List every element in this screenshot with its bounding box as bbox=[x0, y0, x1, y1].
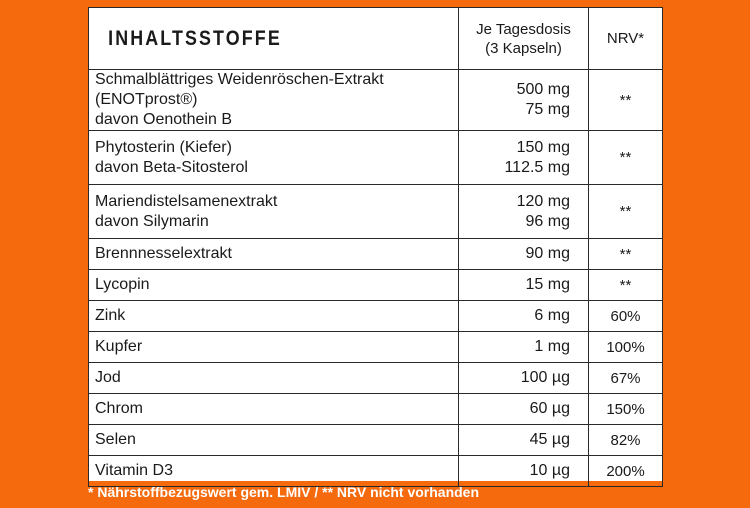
table-row: Zink 6 mg 60% bbox=[88, 300, 663, 332]
ingredient-dose: 150 mg bbox=[516, 138, 570, 156]
table-row: Phytosterin (Kiefer) davon Beta-Sitoster… bbox=[88, 130, 663, 185]
ingredient-name: Zink bbox=[88, 300, 459, 332]
ingredient-dose: 90 mg bbox=[458, 238, 589, 270]
nrv-cell: ** bbox=[588, 238, 663, 270]
ingredient-name-cell: Schmalblättriges Weidenröschen-Extrakt (… bbox=[88, 69, 459, 131]
nrv-cell: ** bbox=[588, 130, 663, 185]
ingredient-name: Chrom bbox=[88, 393, 459, 425]
ingredient-name: Phytosterin (Kiefer) bbox=[95, 138, 232, 156]
dose-header-line2: (3 Kapseln) bbox=[485, 39, 562, 57]
ingredient-dose: 15 mg bbox=[458, 269, 589, 301]
table-row: Selen 45 µg 82% bbox=[88, 424, 663, 456]
table-row: Chrom 60 µg 150% bbox=[88, 393, 663, 425]
ingredient-dose: 100 µg bbox=[458, 362, 589, 394]
table-row: Kupfer 1 mg 100% bbox=[88, 331, 663, 363]
dose-cell: 120 mg 96 mg bbox=[458, 184, 589, 239]
nrv-cell: 60% bbox=[588, 300, 663, 332]
nrv-cell: 67% bbox=[588, 362, 663, 394]
ingredient-dose: 6 mg bbox=[458, 300, 589, 332]
table-header-row: INHALTSSTOFFE Je Tagesdosis (3 Kapseln) … bbox=[88, 7, 663, 70]
nrv-cell: 150% bbox=[588, 393, 663, 425]
ingredient-name: Jod bbox=[88, 362, 459, 394]
ingredient-sub-dose: 75 mg bbox=[525, 101, 570, 118]
table-row: Brennnesselextrakt 90 mg ** bbox=[88, 238, 663, 270]
ingredients-table: INHALTSSTOFFE Je Tagesdosis (3 Kapseln) … bbox=[88, 7, 663, 487]
nrv-cell: ** bbox=[588, 69, 663, 131]
table-title: INHALTSSTOFFE bbox=[88, 7, 404, 70]
nrv-cell: ** bbox=[588, 269, 663, 301]
ingredient-sub-name: davon Beta-Sitosterol bbox=[95, 158, 248, 176]
ingredient-name-cell: Mariendistelsamenextrakt davon Silymarin bbox=[88, 184, 459, 239]
nrv-column-header: NRV* bbox=[588, 7, 663, 70]
ingredient-name: Selen bbox=[88, 424, 459, 456]
ingredient-dose: 500 mg bbox=[516, 81, 570, 98]
ingredient-dose: 10 µg bbox=[458, 455, 589, 487]
footnote: * Nährstoffbezugswert gem. LMIV / ** NRV… bbox=[88, 484, 480, 500]
ingredient-dose: 120 mg bbox=[516, 192, 570, 210]
dose-column-header: Je Tagesdosis (3 Kapseln) bbox=[458, 7, 589, 70]
dose-cell: 150 mg 112.5 mg bbox=[458, 130, 589, 185]
nrv-cell: 82% bbox=[588, 424, 663, 456]
nrv-cell: ** bbox=[588, 184, 663, 239]
table-row: Vitamin D3 10 µg 200% bbox=[88, 455, 663, 487]
ingredient-sub-dose: 96 mg bbox=[525, 212, 570, 230]
table-row: Mariendistelsamenextrakt davon Silymarin… bbox=[88, 184, 663, 239]
dose-header-line1: Je Tagesdosis bbox=[476, 20, 571, 38]
ingredient-name: Schmalblättriges Weidenröschen-Extrakt (… bbox=[95, 71, 384, 108]
table-row: Schmalblättriges Weidenröschen-Extrakt (… bbox=[88, 69, 663, 131]
ingredient-name: Lycopin bbox=[88, 269, 459, 301]
ingredient-sub-dose: 112.5 mg bbox=[504, 158, 570, 176]
ingredient-name: Vitamin D3 bbox=[88, 455, 459, 487]
nrv-cell: 200% bbox=[588, 455, 663, 487]
dose-cell: 500 mg 75 mg bbox=[458, 69, 589, 131]
ingredient-sub-name: davon Oenothein B bbox=[95, 111, 232, 128]
ingredient-dose: 1 mg bbox=[458, 331, 589, 363]
ingredient-name: Brennnesselextrakt bbox=[88, 238, 459, 270]
ingredient-name: Mariendistelsamenextrakt bbox=[95, 192, 278, 210]
table-row: Jod 100 µg 67% bbox=[88, 362, 663, 394]
ingredient-name-cell: Phytosterin (Kiefer) davon Beta-Sitoster… bbox=[88, 130, 459, 185]
ingredients-panel: INHALTSSTOFFE Je Tagesdosis (3 Kapseln) … bbox=[88, 7, 663, 487]
nrv-cell: 100% bbox=[588, 331, 663, 363]
ingredient-dose: 60 µg bbox=[458, 393, 589, 425]
table-row: Lycopin 15 mg ** bbox=[88, 269, 663, 301]
ingredient-sub-name: davon Silymarin bbox=[95, 212, 209, 230]
ingredient-name: Kupfer bbox=[88, 331, 459, 363]
ingredient-dose: 45 µg bbox=[458, 424, 589, 456]
